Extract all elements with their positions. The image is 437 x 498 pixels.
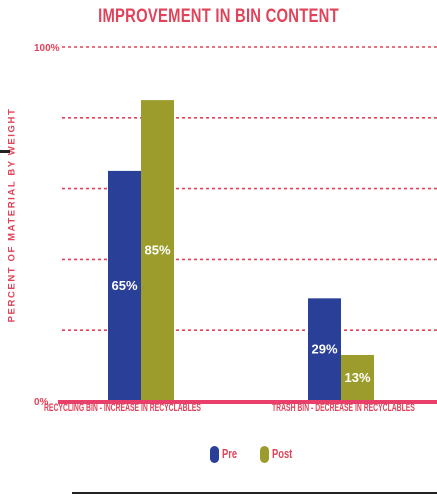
data-label-post-1: 13% — [344, 370, 370, 385]
category-label-trash: TRASH BIN - DECREASE IN RECYCLABLES — [272, 402, 415, 414]
margin-mark — [0, 150, 10, 153]
legend-swatch-pre — [210, 446, 219, 463]
bar-pre-1 — [308, 298, 341, 401]
bar-pre-0 — [108, 170, 141, 401]
category-label-recycling: RECYCLING BIN - INCREASE IN RECYCLABLES — [44, 402, 201, 414]
data-label-pre-1: 29% — [311, 342, 337, 357]
legend-swatch-post — [260, 446, 269, 463]
legend-label-post: Post — [272, 446, 293, 461]
data-label-post-0: 85% — [144, 243, 170, 258]
data-label-pre-0: 65% — [111, 278, 137, 293]
bar-post-1 — [341, 354, 374, 401]
chart-title: IMPROVEMENT IN BIN CONTENT — [98, 6, 339, 27]
y-tick-label-100: 100% — [34, 43, 60, 54]
y-tick-label-0: 0% — [34, 397, 49, 408]
legend-label-pre: Pre — [222, 446, 238, 461]
bar-post-0 — [141, 100, 174, 401]
page-rule — [72, 492, 437, 494]
